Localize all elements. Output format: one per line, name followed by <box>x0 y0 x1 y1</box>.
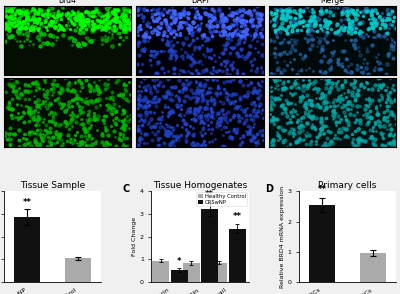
Bar <box>360 253 386 282</box>
Title: Merge: Merge <box>320 0 344 5</box>
Bar <box>211 263 227 282</box>
Title: Tissue Sample: Tissue Sample <box>20 181 85 191</box>
Text: *: * <box>177 257 182 266</box>
Legend: Healthy Control, CRSwNP: Healthy Control, CRSwNP <box>196 192 248 206</box>
Title: Brd4: Brd4 <box>59 0 77 5</box>
Text: **: ** <box>205 190 214 199</box>
Y-axis label: Fold Change: Fold Change <box>132 217 137 256</box>
Bar <box>152 260 169 282</box>
Y-axis label: Relative BRD4 mRNA expression: Relative BRD4 mRNA expression <box>280 186 284 288</box>
Bar <box>65 258 91 282</box>
Text: **: ** <box>233 212 242 221</box>
Text: D: D <box>265 184 273 194</box>
Bar <box>14 217 40 282</box>
Text: C: C <box>122 184 130 194</box>
Text: **: ** <box>318 185 326 194</box>
Bar <box>229 229 246 282</box>
Bar <box>309 205 335 282</box>
Bar <box>201 209 218 282</box>
Title: DAPI: DAPI <box>191 0 209 5</box>
Title: Primary cells: Primary cells <box>318 181 377 191</box>
Bar <box>171 270 188 282</box>
Title: Tissue Homogenates: Tissue Homogenates <box>153 181 247 191</box>
Bar <box>183 263 200 282</box>
Text: **: ** <box>23 198 32 207</box>
